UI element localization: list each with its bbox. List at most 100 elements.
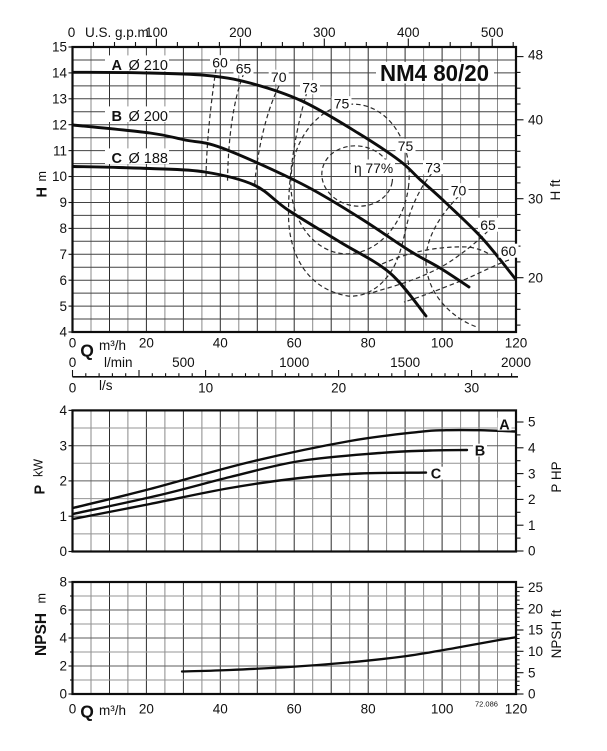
svg-text:5: 5 [528, 665, 536, 680]
svg-text:80: 80 [361, 702, 376, 717]
svg-text:NPSH: NPSH [33, 613, 50, 656]
svg-text:12: 12 [52, 117, 67, 132]
svg-text:25: 25 [528, 580, 543, 595]
svg-text:4: 4 [528, 441, 536, 456]
svg-text:70: 70 [451, 183, 467, 199]
svg-text:m: m [35, 593, 49, 603]
svg-text:C: C [431, 467, 442, 483]
svg-text:5: 5 [59, 299, 67, 314]
svg-text:60: 60 [287, 702, 302, 717]
svg-text:65: 65 [236, 61, 252, 77]
svg-text:0: 0 [528, 544, 536, 559]
svg-text:l/min: l/min [104, 355, 133, 370]
svg-text:120: 120 [505, 702, 528, 717]
svg-text:75: 75 [398, 138, 414, 154]
svg-text:1: 1 [528, 518, 536, 533]
svg-text:NPSH ft: NPSH ft [549, 609, 564, 658]
svg-text:0: 0 [528, 687, 536, 702]
svg-text:4: 4 [59, 325, 67, 340]
svg-text:Ø 210: Ø 210 [129, 58, 169, 74]
svg-text:3: 3 [528, 466, 536, 481]
svg-text:8: 8 [59, 221, 67, 236]
svg-text:kW: kW [32, 459, 46, 477]
svg-text:P: P [33, 485, 49, 495]
svg-text:500: 500 [172, 355, 195, 370]
svg-text:100: 100 [431, 336, 454, 351]
svg-text:60: 60 [212, 55, 228, 71]
svg-text:2: 2 [59, 474, 67, 489]
svg-text:NM4 80/20: NM4 80/20 [380, 60, 489, 86]
svg-text:60: 60 [287, 336, 302, 351]
svg-text:400: 400 [397, 25, 420, 40]
svg-text:2: 2 [528, 492, 536, 507]
svg-text:11: 11 [53, 143, 67, 158]
svg-text:3: 3 [59, 438, 67, 453]
svg-text:1: 1 [59, 509, 67, 524]
svg-text:A: A [499, 418, 510, 434]
svg-text:P HP: P HP [549, 461, 564, 492]
svg-text:120: 120 [505, 336, 528, 351]
svg-text:C: C [112, 151, 123, 167]
svg-text:73: 73 [425, 160, 441, 176]
svg-text:15: 15 [528, 623, 543, 638]
svg-text:40: 40 [213, 336, 228, 351]
svg-text:80: 80 [361, 336, 376, 351]
svg-text:2000: 2000 [501, 355, 531, 370]
svg-text:Ø 200: Ø 200 [129, 109, 169, 125]
svg-text:9: 9 [59, 195, 67, 210]
svg-text:U.S. g.p.m.: U.S. g.p.m. [85, 25, 153, 40]
svg-text:72.086: 72.086 [475, 700, 498, 709]
svg-text:200: 200 [229, 25, 252, 40]
svg-text:0: 0 [69, 702, 77, 717]
svg-text:14: 14 [52, 66, 68, 81]
svg-text:Ø 188: Ø 188 [129, 151, 169, 167]
svg-text:10: 10 [528, 644, 543, 659]
svg-text:A: A [112, 58, 123, 74]
svg-text:0: 0 [69, 355, 77, 370]
svg-text:40: 40 [528, 113, 543, 128]
svg-text:5: 5 [528, 415, 536, 430]
svg-text:40: 40 [213, 702, 228, 717]
svg-text:0: 0 [59, 544, 67, 559]
svg-text:20: 20 [528, 601, 543, 616]
svg-text:6: 6 [59, 273, 67, 288]
svg-text:B: B [112, 109, 122, 125]
svg-text:65: 65 [480, 217, 496, 233]
svg-text:1500: 1500 [390, 355, 420, 370]
svg-text:m³/h: m³/h [99, 703, 126, 718]
svg-text:6: 6 [59, 603, 67, 618]
svg-text:2: 2 [59, 659, 67, 674]
svg-text:0: 0 [68, 25, 76, 40]
svg-text:1000: 1000 [279, 355, 309, 370]
svg-text:η 77%: η 77% [354, 161, 393, 176]
svg-text:300: 300 [313, 25, 336, 40]
svg-text:20: 20 [528, 270, 543, 285]
svg-text:7: 7 [59, 247, 67, 262]
svg-text:48: 48 [528, 47, 543, 62]
svg-text:75: 75 [334, 96, 350, 112]
svg-text:H: H [35, 187, 51, 197]
svg-text:15: 15 [52, 40, 67, 55]
svg-text:m³/h: m³/h [99, 338, 126, 353]
svg-text:4: 4 [59, 631, 67, 646]
svg-text:10: 10 [198, 380, 213, 395]
svg-text:100: 100 [145, 25, 168, 40]
svg-text:0: 0 [59, 687, 67, 702]
svg-text:8: 8 [59, 575, 67, 590]
svg-text:Q: Q [80, 702, 94, 722]
svg-text:30: 30 [464, 380, 479, 395]
svg-text:500: 500 [481, 25, 504, 40]
svg-text:4: 4 [59, 403, 67, 418]
svg-text:l/s: l/s [99, 378, 113, 393]
svg-text:0: 0 [69, 380, 77, 395]
svg-text:20: 20 [139, 336, 154, 351]
svg-text:13: 13 [52, 92, 67, 107]
svg-text:70: 70 [271, 69, 287, 85]
svg-text:0: 0 [69, 336, 77, 351]
svg-text:100: 100 [431, 702, 454, 717]
svg-text:10: 10 [52, 169, 67, 184]
svg-text:m: m [35, 171, 49, 181]
svg-text:H ft: H ft [548, 179, 563, 200]
svg-text:B: B [475, 444, 485, 460]
svg-text:30: 30 [528, 191, 543, 206]
